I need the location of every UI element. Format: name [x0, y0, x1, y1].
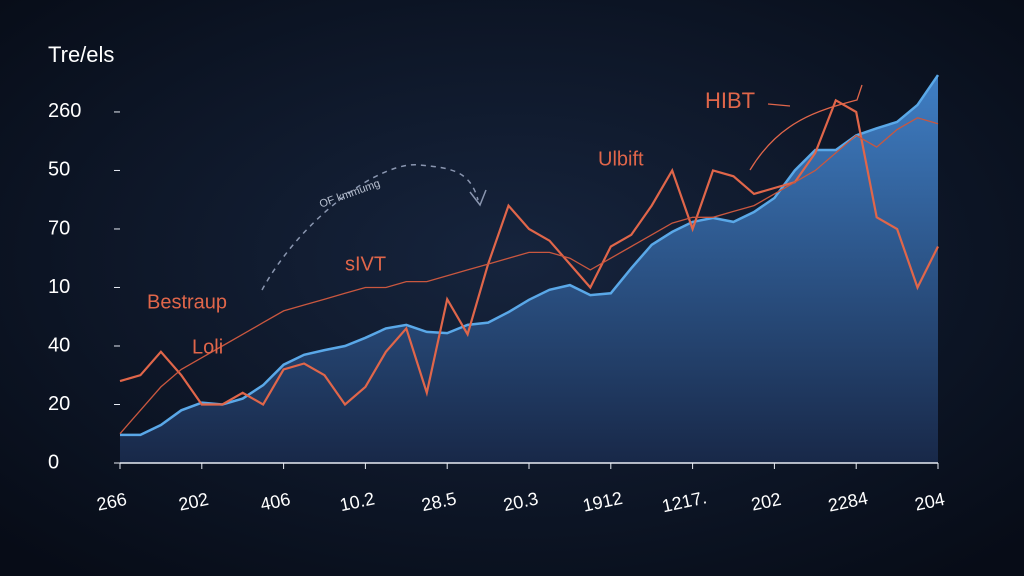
- annotation: HIBT: [705, 88, 755, 113]
- arrow: [261, 164, 479, 291]
- annotation: Ulbift: [598, 148, 644, 170]
- annotation: Loli: [192, 336, 223, 358]
- y-tick-label: 70: [48, 217, 70, 239]
- y-tick-label: 0: [48, 451, 59, 473]
- y-tick-label: 10: [48, 276, 70, 298]
- annotation-leader: [749, 84, 863, 171]
- annotation: sIVT: [345, 253, 386, 275]
- line: [119, 98, 939, 407]
- line: [119, 117, 939, 435]
- y-tick-label: 20: [48, 393, 70, 415]
- y-tick-label: 40: [48, 334, 70, 356]
- arrow-head: [469, 189, 487, 207]
- y-tick-label: 50: [48, 159, 70, 181]
- area-line: [120, 74, 940, 437]
- y-tick-label: 260: [48, 100, 81, 122]
- chart-title: Tre/els: [48, 42, 114, 67]
- area: [120, 75, 938, 463]
- annotation: Bestraup: [147, 291, 227, 313]
